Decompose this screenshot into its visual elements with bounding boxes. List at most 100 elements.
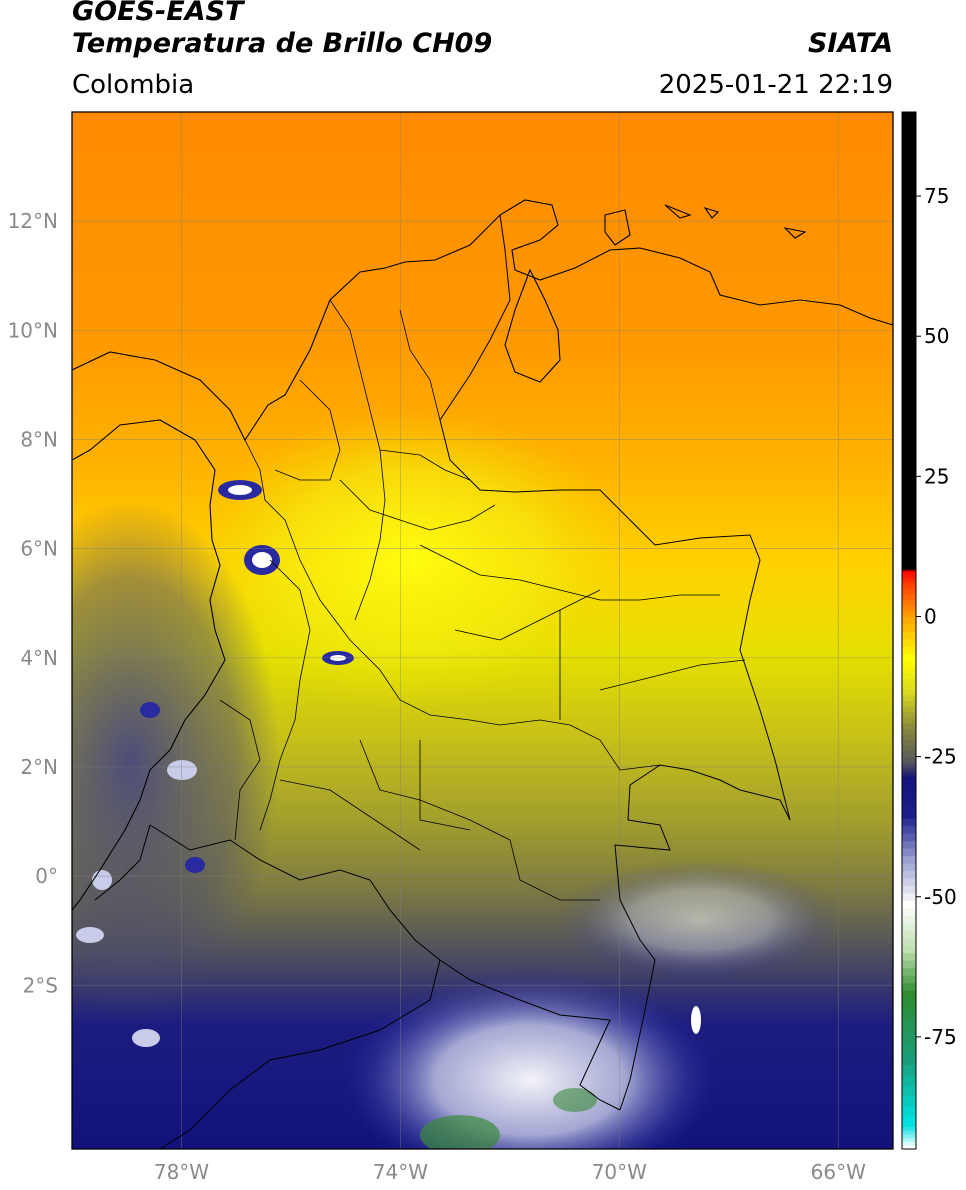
coastlines — [72, 199, 893, 911]
lat-tick-label: 8°N — [20, 427, 58, 451]
colorbar-segment — [902, 1095, 916, 1107]
colorbar-segment — [902, 416, 916, 494]
lat-tick-label: 12°N — [8, 209, 58, 233]
colorbar-segment — [902, 848, 916, 857]
cloud-cell — [140, 702, 160, 718]
colorbar-segment — [902, 683, 916, 690]
colorbar-segment — [902, 900, 916, 909]
colorbar-segment — [902, 700, 916, 707]
colorbar-segment — [902, 805, 916, 813]
colorbar-segment — [902, 734, 916, 741]
colorbar-segment — [902, 638, 916, 647]
colombia-venezuela-border — [439, 214, 791, 821]
colorbar-segment — [902, 599, 916, 606]
dept-border — [419, 544, 720, 601]
colorbar-segment — [902, 937, 916, 946]
colorbar-segment — [902, 1141, 916, 1146]
colorbar-segment — [902, 1008, 916, 1021]
colorbar-segment — [902, 1106, 916, 1117]
colorbar-segment — [902, 967, 916, 976]
lat-tick-label: 2°S — [23, 973, 58, 997]
colorbar-segment — [902, 623, 916, 632]
colorbar-segment — [902, 960, 916, 969]
region-label: Colombia — [72, 70, 195, 100]
aruba-curacao-outline — [604, 209, 631, 246]
colorbar-segment — [902, 569, 916, 571]
colorbar-segment — [902, 765, 916, 769]
colorbar-segment — [902, 855, 916, 864]
colorbar-segment — [902, 885, 916, 894]
colorbar-segment — [902, 594, 916, 601]
colorbar-segment — [902, 340, 916, 417]
colorbar-segment — [902, 694, 916, 701]
dept-border — [599, 659, 746, 691]
colombia-peru-ecuador-border — [149, 824, 621, 1111]
colorbar-segment — [902, 952, 916, 961]
peru-border — [159, 959, 441, 1149]
cloud-cell — [167, 760, 197, 780]
colorbar-segment — [902, 706, 916, 713]
timestamp-label: 2025-01-21 22:19 — [658, 70, 893, 100]
dept-border — [454, 589, 601, 641]
cloud-cell — [132, 1029, 160, 1047]
caribbean-coast — [72, 199, 893, 442]
colorbar-segment — [902, 631, 916, 640]
colorbar-segment — [902, 975, 916, 984]
dept-border — [219, 699, 261, 841]
dept-border — [259, 559, 311, 831]
colorbar-segment — [902, 1085, 916, 1097]
colorbar-segment — [902, 661, 916, 668]
longitude-labels: 78°W 74°W 70°W 66°W — [154, 1160, 866, 1184]
colorbar-segment — [902, 792, 916, 800]
colorbar-segment — [902, 767, 916, 772]
lat-tick-label: 0° — [35, 864, 58, 888]
colorbar-tick-label: 75 — [924, 184, 949, 208]
colorbar-segment — [902, 1134, 916, 1139]
dept-border — [419, 740, 471, 831]
colorbar-segment — [902, 1137, 916, 1142]
dept-border — [339, 479, 496, 531]
colorbar-segment — [902, 1020, 916, 1032]
colorbar-segment — [902, 907, 916, 916]
cold-cloud-west — [72, 500, 280, 1020]
title-product: Temperatura de Brillo CH09 — [72, 28, 493, 59]
colorbar-segment — [902, 945, 916, 954]
colorbar-segment — [902, 1126, 916, 1131]
lat-tick-label: 4°N — [20, 646, 58, 670]
colorbar — [902, 112, 916, 1150]
colorbar-segment — [902, 264, 916, 341]
lat-tick-label: 10°N — [8, 318, 58, 342]
cloud-cell — [76, 927, 104, 943]
colorbar-segment — [902, 646, 916, 655]
colorbar-segment — [902, 1064, 916, 1076]
colorbar-segment — [902, 798, 916, 806]
lon-tick-label: 78°W — [154, 1160, 209, 1184]
pacific-coast — [72, 419, 226, 911]
lon-tick-label: 70°W — [592, 1160, 647, 1184]
lat-tick-label: 2°N — [20, 755, 58, 779]
colorbar-segment — [902, 579, 916, 582]
colorbar-segment — [902, 863, 916, 871]
dept-border — [569, 724, 661, 771]
colorbar-tick-label: -75 — [924, 1025, 957, 1049]
agency-label: SIATA — [807, 28, 893, 59]
colorbar-segment — [902, 492, 916, 570]
colorbar-segment — [902, 666, 916, 673]
lon-tick-label: 66°W — [811, 1160, 866, 1184]
cloud-cell — [185, 857, 205, 873]
colorbar-segment — [902, 722, 916, 729]
colorbar-tick-label: 25 — [924, 464, 949, 488]
map-frame — [71, 111, 894, 1150]
colorbar-segment — [902, 728, 916, 735]
colorbar-segment — [902, 1130, 916, 1135]
colorbar-segment — [902, 1075, 916, 1086]
colorbar-segment — [902, 582, 916, 589]
colorbar-segment — [902, 588, 916, 595]
colorbar-segment — [902, 1053, 916, 1066]
cold-cloud-southeast — [560, 860, 840, 980]
colorbar-segment — [902, 870, 916, 879]
colorbar-segment — [902, 689, 916, 696]
dept-border — [379, 449, 471, 481]
lake-maracaibo — [504, 268, 561, 383]
